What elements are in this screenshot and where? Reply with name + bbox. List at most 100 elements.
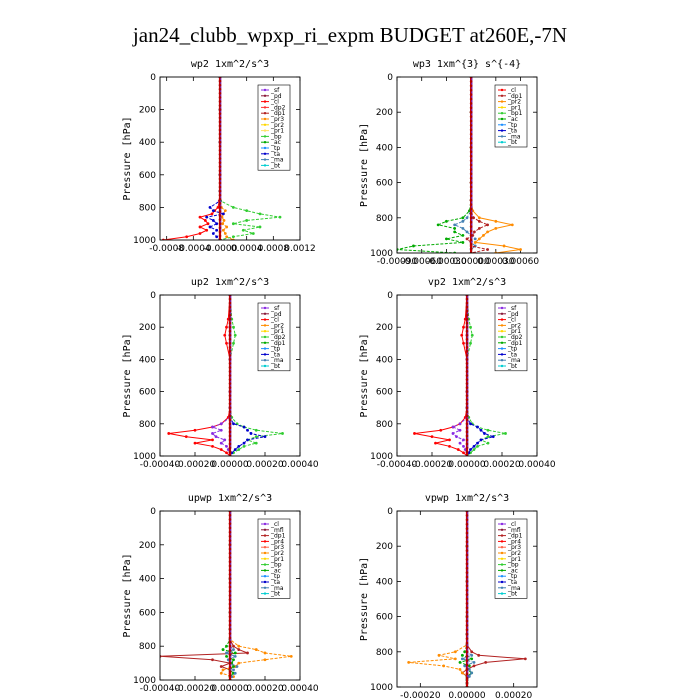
- data-point: [221, 212, 225, 216]
- data-point: [222, 219, 226, 222]
- legend-label: _pd: [270, 311, 282, 318]
- zero-profile-marker: [218, 116, 222, 120]
- legend-label: _ma: [507, 133, 521, 140]
- y-axis-label: Pressure [hPa]: [122, 553, 133, 637]
- zero-profile-marker: [228, 674, 232, 678]
- data-point: [458, 428, 462, 432]
- zero-profile-marker: [465, 313, 469, 317]
- zero-profile-marker: [228, 543, 232, 547]
- series-group: [397, 77, 522, 253]
- legend-label: _bt: [507, 591, 518, 598]
- zero-profile-marker: [218, 120, 222, 124]
- x-tick-label: 0.0012: [284, 244, 316, 254]
- legend-label: _dp2: [270, 104, 286, 111]
- zero-profile-marker: [469, 229, 473, 233]
- data-point: [232, 325, 235, 329]
- x-tick-label: -0.0004: [176, 244, 211, 254]
- legend-marker: [263, 135, 267, 138]
- data-point: [469, 341, 472, 345]
- zero-profile-marker: [228, 518, 232, 521]
- data-point: [263, 658, 267, 662]
- data-point: [479, 428, 483, 432]
- series-group: [167, 295, 284, 456]
- legend-marker: [263, 522, 267, 526]
- zero-profile-marker: [228, 450, 232, 454]
- legend-label: _tp: [507, 122, 517, 129]
- data-point: [223, 333, 227, 337]
- zero-profile-marker: [469, 124, 473, 127]
- zero-profile-marker: [465, 540, 469, 544]
- x-tick-label: 0.00000: [211, 460, 248, 470]
- zero-profile-marker: [465, 571, 469, 574]
- y-tick-label: 0: [387, 73, 393, 83]
- legend-label: _ta: [270, 579, 280, 586]
- data-point: [448, 444, 451, 448]
- legend-label: _cl: [507, 87, 516, 94]
- legend-marker: [263, 318, 267, 321]
- data-point: [208, 206, 212, 209]
- data-point: [225, 235, 229, 239]
- series-line: [460, 511, 476, 687]
- legend-label: _tp: [270, 346, 280, 353]
- zero-profile-marker: [218, 206, 222, 209]
- zero-profile-marker: [465, 672, 469, 676]
- data-point: [523, 657, 527, 661]
- zero-profile-marker: [228, 301, 232, 305]
- legend-label: _pd: [270, 93, 282, 100]
- x-tick-label: 0.00000: [453, 257, 490, 267]
- data-point: [237, 648, 241, 651]
- y-tick-label: 800: [376, 420, 393, 430]
- data-point: [221, 228, 225, 232]
- y-tick-label: 1000: [370, 452, 393, 462]
- zero-profile-marker: [228, 564, 232, 568]
- y-axis-label: Pressure [hPa]: [359, 557, 370, 641]
- data-point: [225, 444, 228, 448]
- zero-profile-marker: [465, 663, 469, 667]
- zero-profile-marker: [465, 309, 469, 313]
- zero-profile-marker: [465, 333, 469, 337]
- zero-profile-marker: [465, 562, 469, 566]
- x-tick-label: -0.00060: [401, 257, 442, 267]
- data-point: [233, 671, 237, 675]
- zero-profile-marker: [228, 329, 232, 333]
- legend-label: _dp1: [270, 340, 286, 347]
- y-tick-label: 400: [376, 355, 393, 365]
- legend-marker: [500, 112, 504, 115]
- zero-profile-marker: [218, 124, 222, 128]
- zero-profile-marker: [465, 615, 469, 618]
- legend-marker: [500, 123, 504, 127]
- legend-marker: [263, 106, 267, 109]
- series-line: [225, 511, 238, 680]
- zero-profile-marker: [228, 321, 232, 325]
- series-line: [414, 295, 468, 456]
- zero-profile-marker: [465, 418, 469, 422]
- zero-profile-marker: [465, 593, 469, 596]
- y-tick-label: 400: [139, 355, 156, 365]
- zero-profile-marker: [469, 115, 473, 118]
- y-tick-label: 800: [139, 203, 156, 213]
- zero-profile-marker: [228, 556, 232, 559]
- legend-marker: [500, 306, 504, 310]
- legend-marker: [263, 306, 267, 310]
- legend-label: _ma: [270, 357, 284, 364]
- zero-profile-marker: [465, 619, 469, 623]
- legend-label: _pr1: [270, 328, 284, 335]
- legend-marker: [500, 88, 504, 92]
- legend-label: _sf: [270, 305, 280, 312]
- legend-marker: [500, 318, 504, 321]
- zero-profile-marker: [228, 661, 232, 665]
- data-point: [463, 664, 467, 668]
- zero-profile-marker: [218, 202, 222, 205]
- x-tick-label: 0.00020: [246, 460, 283, 470]
- legend-marker: [263, 569, 267, 572]
- zero-profile-marker: [465, 514, 469, 517]
- data-point: [472, 448, 476, 451]
- zero-profile-marker: [465, 378, 469, 381]
- zero-profile-marker: [218, 104, 222, 107]
- plot-frame: [396, 76, 538, 254]
- data-point: [281, 432, 284, 435]
- data-point: [469, 422, 472, 426]
- legend-marker: [263, 330, 267, 333]
- zero-profile-marker: [469, 238, 473, 242]
- legend-label: _cl: [507, 521, 516, 528]
